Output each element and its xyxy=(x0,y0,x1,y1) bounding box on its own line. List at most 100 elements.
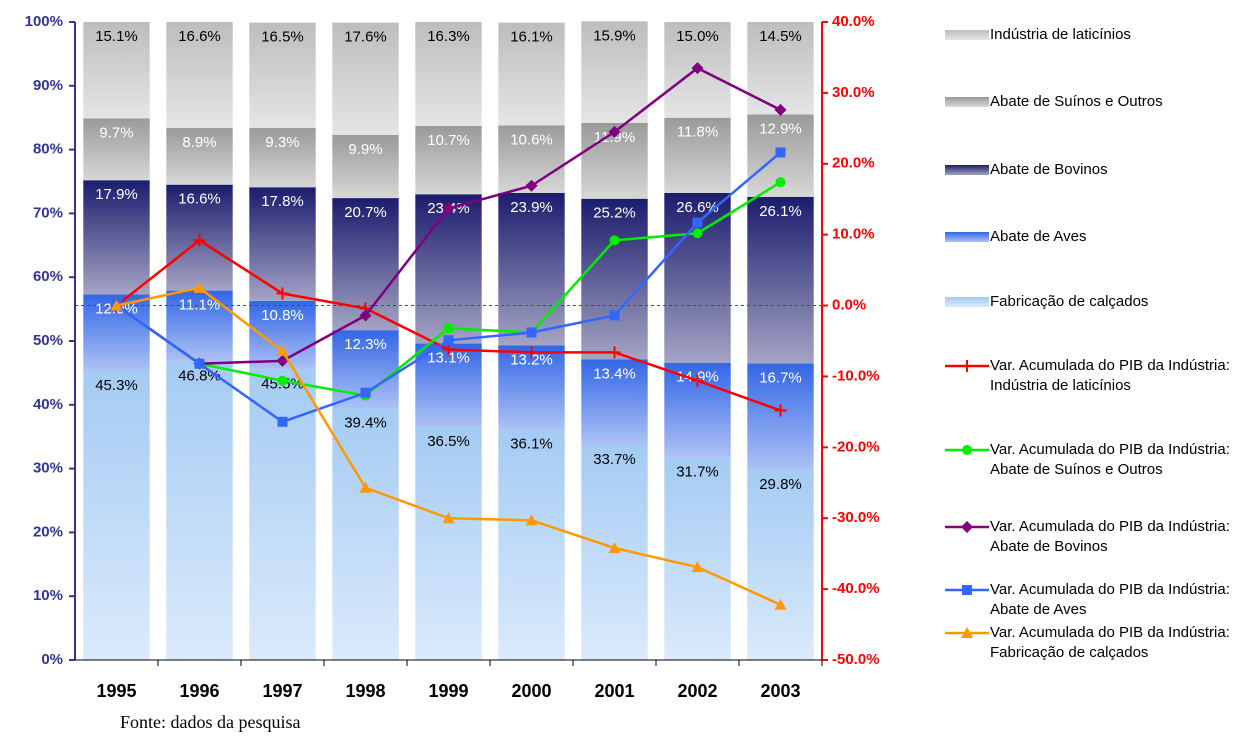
legend-label: Var. Acumulada do PIB da Indústria: Indú… xyxy=(990,357,1230,394)
x-tick-label: 1999 xyxy=(428,681,468,701)
line-marker xyxy=(525,346,538,359)
bar-segment xyxy=(498,429,565,660)
legend-swatch xyxy=(945,165,989,175)
line-marker xyxy=(691,561,704,573)
value-label: 13.2% xyxy=(510,351,553,368)
bar-segment xyxy=(249,187,316,301)
legend-marker-shape xyxy=(962,445,972,455)
bar-segment xyxy=(166,127,233,185)
x-tick-label: 1996 xyxy=(179,681,219,701)
y-tick-label: 90% xyxy=(33,77,63,94)
value-label: 8.9% xyxy=(182,134,216,151)
bar-segment xyxy=(332,408,399,660)
legend-marker-shape xyxy=(962,585,972,595)
y2-tick-label: 10.0% xyxy=(832,226,875,243)
bar-segment xyxy=(747,363,814,470)
y2-tick-label: 20.0% xyxy=(832,155,875,172)
legend-marker-shape xyxy=(961,521,973,533)
line-marker xyxy=(774,404,787,417)
bar-segment xyxy=(581,21,648,123)
legend-marker xyxy=(961,521,973,533)
value-label: 23.9% xyxy=(510,199,553,216)
line-marker xyxy=(774,103,787,116)
value-label: 31.7% xyxy=(676,464,719,481)
bar-segment xyxy=(249,22,316,128)
legend-marker xyxy=(962,445,972,455)
line-marker xyxy=(359,481,372,493)
x-tick-label: 2001 xyxy=(594,681,634,701)
value-label: 25.2% xyxy=(593,205,636,222)
line-marker xyxy=(692,228,703,239)
legend-label: Abate de Bovinos xyxy=(990,161,1108,178)
x-tick-label: 1995 xyxy=(96,681,136,701)
legend-label: Abate de Aves xyxy=(990,228,1087,245)
value-label: 26.6% xyxy=(676,199,719,216)
line-marker xyxy=(692,217,703,228)
x-tick-label: 2000 xyxy=(511,681,551,701)
y-tick-label: 40% xyxy=(33,396,63,413)
legend-label: Var. Acumulada do PIB da Indústria: Fabr… xyxy=(990,624,1230,661)
legend-marker-shape xyxy=(961,360,973,372)
x-tick-label: 2003 xyxy=(760,681,800,701)
y-tick-label: 80% xyxy=(33,141,63,158)
bar-segment xyxy=(415,194,482,344)
legend-marker xyxy=(961,627,973,638)
line-marker xyxy=(442,202,455,215)
line-marker xyxy=(277,416,288,427)
line-marker xyxy=(442,512,455,524)
legend-label: Abate de Suínos e Outros xyxy=(990,93,1163,110)
value-label: 16.7% xyxy=(759,369,802,386)
value-label: 20.7% xyxy=(344,204,387,221)
line-marker xyxy=(276,344,289,356)
value-label: 39.4% xyxy=(344,415,387,432)
line-marker xyxy=(443,335,454,346)
bar-segment xyxy=(332,134,399,199)
bar-segment xyxy=(415,427,482,660)
x-tick-label: 1997 xyxy=(262,681,302,701)
y2-tick-label: 0.0% xyxy=(832,297,866,314)
bar-segment xyxy=(415,343,482,428)
legend-marker xyxy=(962,585,972,595)
bar-segment xyxy=(498,22,565,126)
bar-segment xyxy=(83,118,150,181)
legend-swatch xyxy=(945,30,989,40)
bar-segment xyxy=(498,345,565,430)
value-label: 9.9% xyxy=(348,141,382,158)
x-tick-label: 1998 xyxy=(345,681,385,701)
line-marker xyxy=(525,179,538,192)
value-label: 16.5% xyxy=(261,29,304,46)
bar-segment xyxy=(581,198,648,360)
bar-segment xyxy=(83,370,150,660)
bar-segment xyxy=(747,469,814,660)
y-tick-label: 30% xyxy=(33,460,63,477)
bar-segment xyxy=(83,180,150,295)
value-label: 29.8% xyxy=(759,476,802,493)
value-label: 16.3% xyxy=(427,28,470,45)
line-marker xyxy=(276,287,289,300)
legend-marker-shape xyxy=(961,627,973,638)
value-label: 14.5% xyxy=(759,28,802,45)
legend-label: Indústria de laticínios xyxy=(990,26,1131,43)
value-label: 16.6% xyxy=(178,191,221,208)
bar-segment xyxy=(83,22,150,119)
line-marker xyxy=(608,125,621,138)
line-marker xyxy=(608,541,621,553)
y2-tick-label: 30.0% xyxy=(832,84,875,101)
source-note: Fonte: dados da pesquisa xyxy=(120,712,301,732)
value-label: 11.1% xyxy=(179,297,220,314)
value-label: 36.1% xyxy=(510,436,553,453)
line-marker xyxy=(691,62,704,75)
value-label: 13.4% xyxy=(593,365,636,382)
line-marker xyxy=(775,177,786,188)
legend-label: Var. Acumulada do PIB da Indústria: Abat… xyxy=(990,518,1230,555)
bar-segment xyxy=(498,192,565,346)
bar-segment xyxy=(415,125,482,195)
line-marker xyxy=(526,327,537,338)
legend-swatch xyxy=(945,97,989,107)
value-label: 12.9% xyxy=(759,120,802,137)
legend-marker xyxy=(961,360,973,372)
bar-segment xyxy=(332,22,399,135)
line-marker xyxy=(442,343,455,356)
value-label: 45.3% xyxy=(95,377,138,394)
value-label: 17.6% xyxy=(344,29,387,46)
